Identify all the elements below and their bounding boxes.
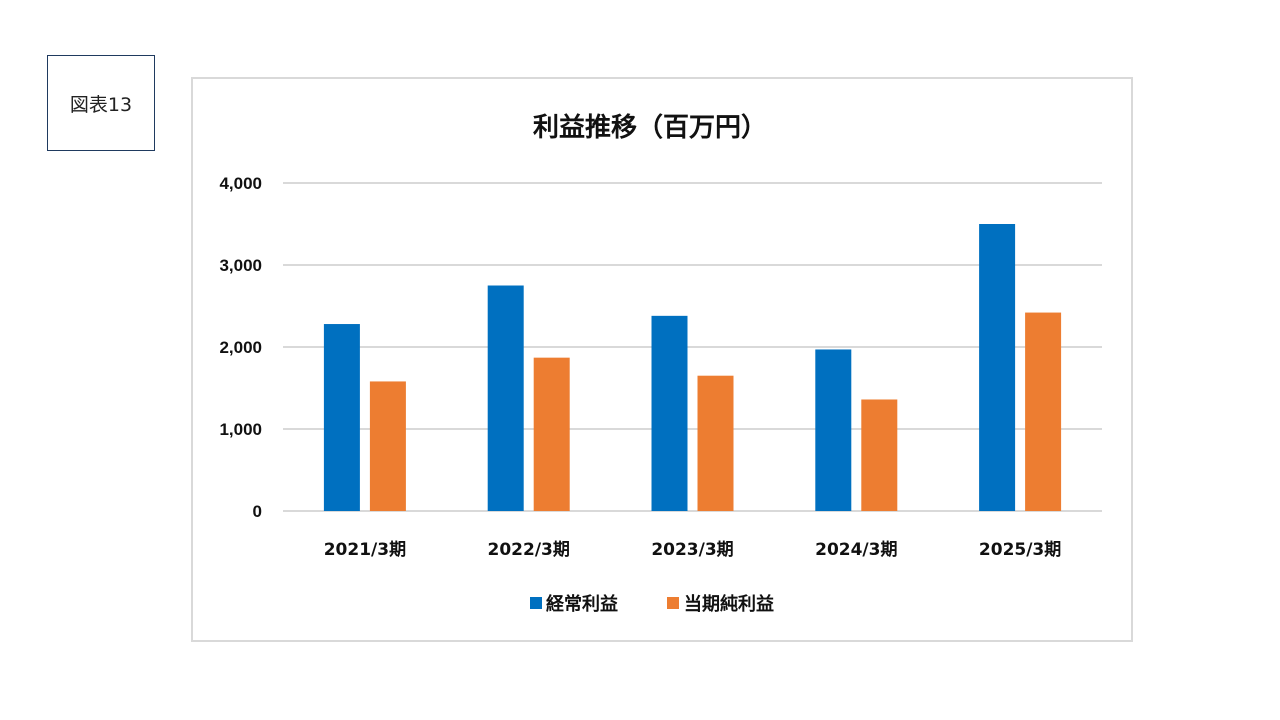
figure-label-text: 図表13 [69,93,133,116]
x-category-label: 2024/3期 [815,540,897,560]
legend-swatch [530,597,542,609]
bar-ordinary-profit [815,349,852,511]
y-tick-label: 3,000 [219,256,262,275]
legend-label: 経常利益 [546,593,618,615]
y-axis-tick-labels: 0 1,000 2,000 3,000 4,000 [219,174,262,521]
bar-ordinary-profit [487,285,524,511]
x-category-label: 2025/3期 [979,540,1061,560]
x-axis-category-labels: 2021/3期 2022/3期 2023/3期 2024/3期 2025/3期 [324,540,1062,560]
x-category-label: 2022/3期 [488,540,570,560]
bar-ordinary-profit [323,324,360,511]
y-tick-label: 4,000 [219,174,262,193]
gridlines [283,182,1102,512]
bar-ordinary-profit [979,224,1016,511]
bars [323,224,1062,511]
x-category-label: 2021/3期 [324,540,406,560]
bar-ordinary-profit [651,315,688,511]
bar-net-profit [533,357,570,511]
y-tick-label: 1,000 [219,420,262,439]
figure-label: 図表13 [47,55,155,151]
y-tick-label: 0 [253,502,262,521]
bar-net-profit [861,399,898,511]
bar-net-profit [1025,312,1062,511]
y-tick-label: 2,000 [219,338,262,357]
legend: 経常利益 当期純利益 [530,593,774,615]
chart-title: 利益推移（百万円） [533,113,767,143]
bar-net-profit [369,381,406,511]
legend-label: 当期純利益 [684,593,774,615]
x-category-label: 2023/3期 [651,540,733,560]
bar-net-profit [697,375,734,511]
legend-swatch [667,597,679,609]
